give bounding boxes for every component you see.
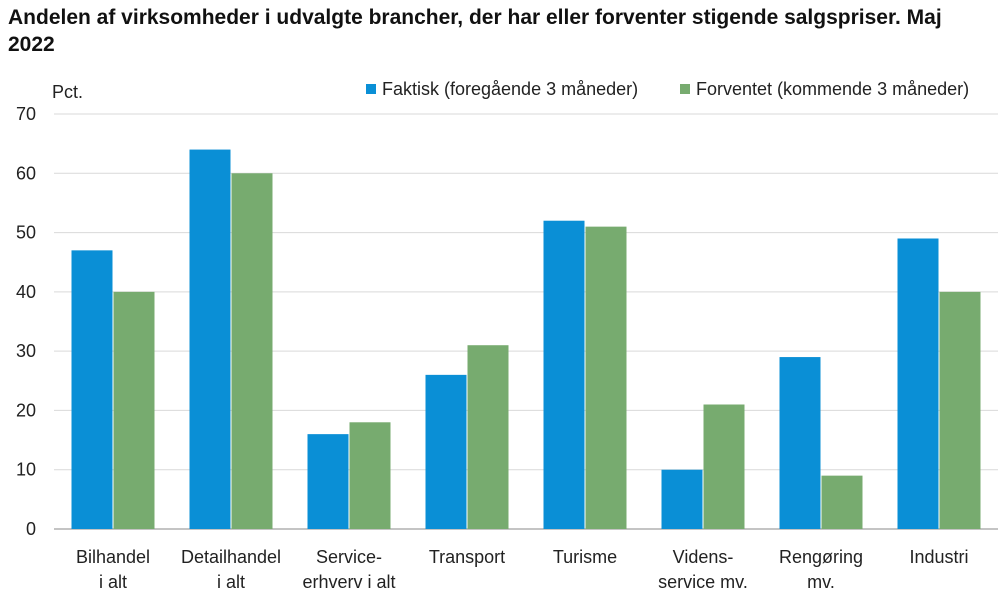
y-tick-label: 0: [26, 519, 36, 539]
x-axis-categories: Bilhandel i alt Detailhandel i alt Service-e…: [76, 547, 969, 592]
legend: Faktisk (foregående 3 måneder) Forventet …: [366, 79, 969, 99]
category-label: Turisme: [553, 547, 617, 567]
bars: [71, 149, 981, 530]
y-axis-ticks: 0 10 20 30 40 50 60 70: [16, 104, 36, 539]
bar-faktisk-3: [425, 374, 467, 529]
y-tick-label: 70: [16, 104, 36, 124]
category-label-line: Industri: [909, 547, 968, 567]
category-label: Detailhandel i alt: [181, 547, 281, 592]
category-label-line: Service-: [316, 547, 382, 567]
bar-faktisk-4: [543, 220, 585, 529]
bar-forventet-1: [231, 173, 273, 530]
bar-faktisk-1: [189, 149, 231, 530]
legend-label-forventet: Forventet (kommende 3 måneder): [696, 79, 969, 99]
category-label: Rengøring mv.: [779, 547, 863, 592]
category-label-line: service mv.: [658, 572, 748, 592]
chart-title: Andelen af virksomheder i udvalgte branc…: [8, 6, 942, 56]
bar-faktisk-0: [71, 250, 113, 529]
bar-forventet-6: [821, 475, 863, 529]
bar-forventet-3: [467, 345, 509, 529]
category-label-line: mv.: [807, 572, 835, 592]
category-label: Bilhandel i alt: [76, 547, 150, 592]
category-label-line: Transport: [429, 547, 505, 567]
bar-forventet-4: [585, 226, 627, 529]
category-label: Transport: [429, 547, 505, 567]
legend-swatch-faktisk: [366, 84, 376, 94]
bar-faktisk-7: [897, 238, 939, 529]
legend-label-faktisk: Faktisk (foregående 3 måneder): [382, 79, 638, 99]
category-label-line: Bilhandel: [76, 547, 150, 567]
bar-forventet-7: [939, 291, 981, 529]
bar-faktisk-2: [307, 434, 349, 529]
y-tick-label: 50: [16, 223, 36, 243]
category-label: Videns-service mv.: [658, 547, 748, 592]
y-tick-label: 20: [16, 400, 36, 420]
y-axis-unit-label: Pct.: [52, 82, 83, 102]
bar-forventet-0: [113, 291, 155, 529]
category-label: Service-erhverv i alt: [302, 547, 395, 592]
legend-swatch-forventet: [680, 84, 690, 94]
category-label-line: i alt: [217, 572, 245, 592]
y-tick-label: 40: [16, 282, 36, 302]
category-label: Industri: [909, 547, 968, 567]
y-tick-label: 60: [16, 163, 36, 183]
category-label-line: Rengøring: [779, 547, 863, 567]
bar-faktisk-5: [661, 469, 703, 529]
bar-forventet-2: [349, 422, 391, 529]
y-tick-label: 10: [16, 460, 36, 480]
category-label-line: erhverv i alt: [302, 572, 395, 592]
category-label-line: Turisme: [553, 547, 617, 567]
bar-forventet-5: [703, 404, 745, 529]
bar-faktisk-6: [779, 357, 821, 529]
y-tick-label: 30: [16, 341, 36, 361]
category-label-line: i alt: [99, 572, 127, 592]
category-label-line: Videns-: [673, 547, 734, 567]
category-label-line: Detailhandel: [181, 547, 281, 567]
